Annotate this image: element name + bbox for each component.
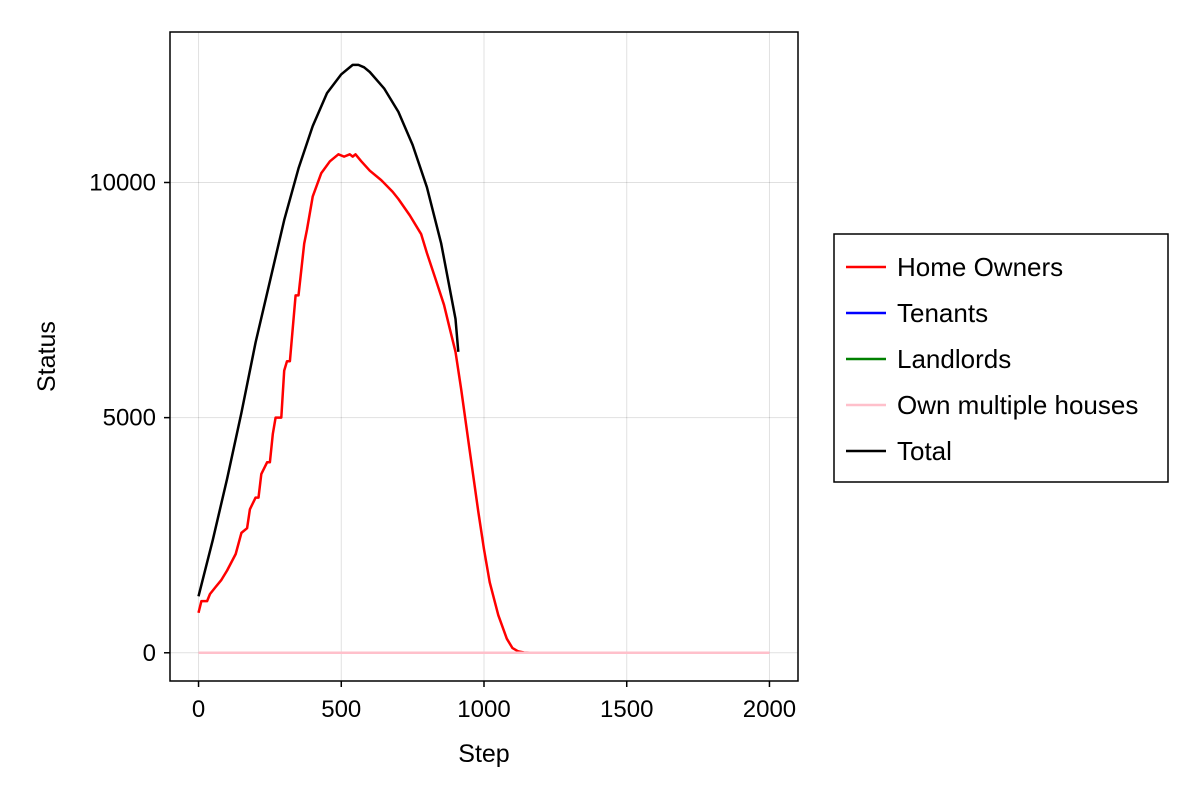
legend-label-landlords: Landlords xyxy=(897,344,1011,374)
y-tick-label: 0 xyxy=(143,640,156,667)
legend: Home Owners Tenants Landlords Own multiple … xyxy=(833,233,1169,483)
y-tick-label: 5000 xyxy=(103,405,156,432)
y-tick-label: 10000 xyxy=(89,169,156,196)
x-tick-label: 1500 xyxy=(600,696,653,723)
legend-box xyxy=(833,233,1169,483)
series-layer xyxy=(197,63,770,655)
x-tick-label: 0 xyxy=(192,696,205,723)
legend-label-total: Total xyxy=(897,436,952,466)
y-axis-label: Status xyxy=(33,321,61,392)
legend-label-home-owners: Home Owners xyxy=(897,252,1063,282)
series-line-total xyxy=(197,63,460,597)
x-axis-label: Step xyxy=(458,740,509,768)
x-tick-label: 2000 xyxy=(743,696,796,723)
axis-ticks: 0 500 1000 1500 2000 0 5000 10000 xyxy=(89,169,796,723)
legend-label-own-multiple-houses: Own multiple houses xyxy=(897,390,1138,420)
x-tick-label: 1000 xyxy=(457,696,510,723)
x-tick-label: 500 xyxy=(321,696,361,723)
legend-label-tenants: Tenants xyxy=(897,298,988,328)
series-line-home-owners xyxy=(197,153,770,655)
